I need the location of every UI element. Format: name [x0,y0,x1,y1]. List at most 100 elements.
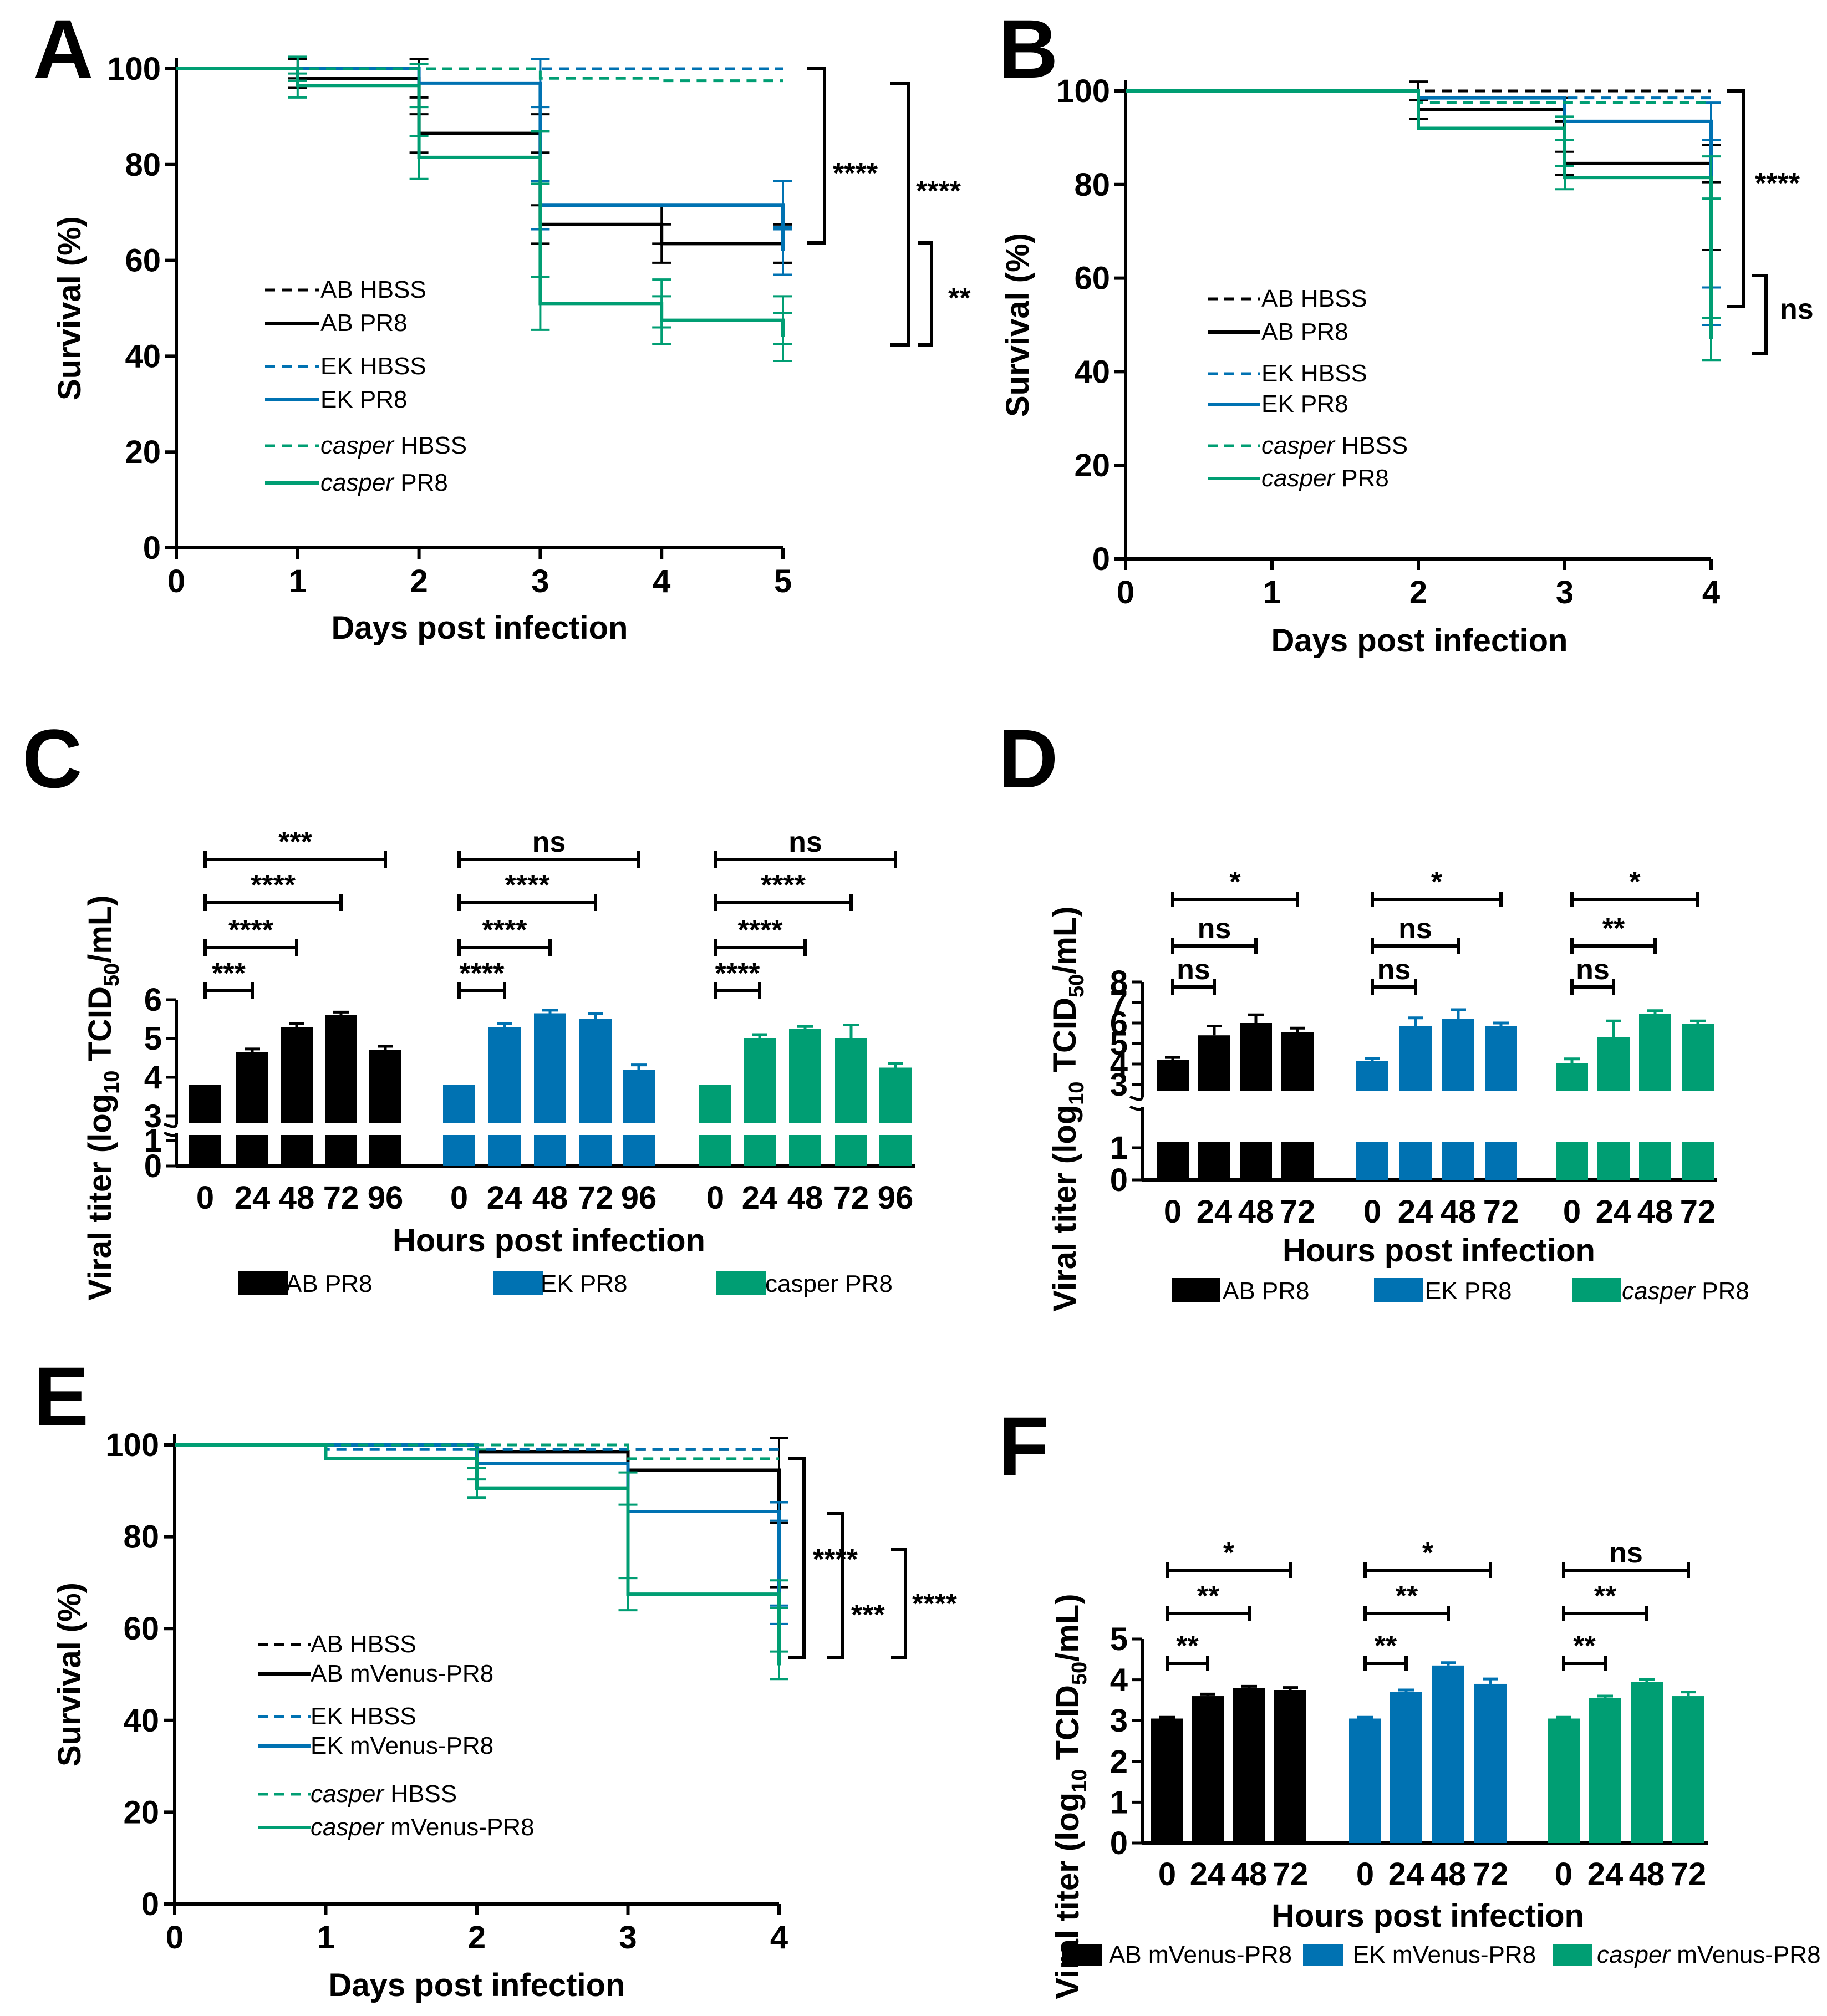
bar [488,1027,521,1123]
x-tick-label: 48 [1431,1856,1467,1892]
y-tick-label: 2 [1110,1744,1128,1780]
significance-label: * [1629,866,1641,898]
significance-bar [457,851,640,868]
significance-label: **** [482,914,528,946]
significance-bar [1562,1606,1648,1621]
bar [1442,1019,1474,1091]
significance-bar [1166,1562,1292,1578]
bar [1589,1698,1621,1843]
y-axis-title: Survival (%) [52,216,88,400]
bar-lower [789,1135,821,1166]
bar-lower [835,1135,867,1166]
legend-text: AB PR8 [286,1270,373,1297]
significance-label: ns [1198,913,1231,945]
bar-lower [369,1135,401,1166]
legend-text: AB HBSS [1261,285,1367,312]
y-tick-label: 6 [1110,1005,1128,1041]
legend-label: casper PR8 [1622,1277,1749,1305]
y-tick-label: 8 [1110,964,1128,1000]
bar [1192,1696,1224,1843]
legend-text: AB HBSS [311,1631,416,1658]
bar-lower [623,1135,655,1166]
x-tick-label: 24 [235,1180,271,1216]
significance-bar [457,982,506,999]
y-title-sub: 50 [1065,974,1088,997]
panel-label: F [998,1399,1049,1493]
significance-bar [1171,938,1258,954]
x-tick-label: 24 [1398,1194,1434,1230]
legend-text: AB HBSS [320,276,426,303]
y-axis-title: Viral titer (log10 TCID50/mL) [1050,1594,1091,1999]
x-axis-title: Hours post infection [1271,1898,1584,1934]
significance-bracket [891,1548,907,1659]
significance-bar [1363,1606,1450,1621]
legend-rest: HBSS [384,1780,457,1808]
legend-text: EK mVenus-PR8 [1353,1941,1536,1968]
legend-label: casper HBSS [1261,432,1408,459]
bar [1281,1032,1314,1091]
panel-label: A [33,2,93,95]
bar-lower [443,1135,475,1166]
significance-label: *** [212,958,246,990]
significance-label: **** [738,914,783,946]
x-tick-label: 72 [578,1180,614,1216]
significance-label: ** [1176,1630,1199,1662]
legend-text: AB PR8 [320,309,408,337]
bar [1639,1014,1671,1091]
legend-italic: casper [320,469,395,496]
significance-label: ** [1375,1630,1397,1662]
y-tick-label: 40 [123,1703,159,1739]
y-axis-title: Survival (%) [52,1582,88,1766]
y-tick-label: 100 [107,51,161,87]
y-tick-label: 100 [105,1427,159,1463]
significance-label: ns [1398,913,1432,945]
x-tick-label: 0 [1356,1856,1374,1892]
bar [1151,1718,1183,1843]
significance-bar [457,939,552,956]
bar [1682,1024,1714,1091]
significance-label: * [1223,1537,1235,1569]
significance-bar [1570,938,1657,954]
legend-swatch [493,1271,543,1295]
x-tick-label: 0 [450,1180,468,1216]
legend-label: EK PR8 [1425,1277,1512,1305]
bar [369,1050,401,1123]
x-tick-label: 2 [410,563,428,599]
y-tick-label: 20 [1074,447,1110,483]
bar [1349,1718,1381,1843]
significance-label: ns [532,826,566,858]
bar-lower [699,1135,731,1166]
bar-lower [1639,1142,1671,1180]
significance-label: ns [1177,954,1210,986]
legend-label: AB PR8 [1261,318,1348,345]
legend-label: AB PR8 [320,309,408,337]
significance-label: **** [916,175,961,207]
x-tick-label: 48 [532,1180,568,1216]
significance-bar [203,894,343,911]
bar-lower [1485,1142,1517,1180]
legend-label: EK mVenus-PR8 [1353,1941,1536,1968]
x-tick-label: 0 [1563,1194,1581,1230]
bar-lower [236,1135,268,1166]
bar [1198,1035,1230,1091]
significance-bracket [1727,89,1745,308]
x-tick-label: 24 [1190,1856,1226,1892]
x-tick-label: 0 [1117,574,1134,610]
legend-rest: mVenus-PR8 [384,1814,534,1841]
significance-bar [457,894,597,911]
legend-label: EK mVenus-PR8 [311,1732,493,1759]
y-tick-label: 60 [125,243,161,279]
y-tick-label: 80 [123,1519,159,1555]
survival-curve [176,67,783,83]
bar-lower [534,1135,566,1166]
legend-label: casper PR8 [1261,465,1389,492]
bar-lower [325,1135,357,1166]
legend-text: EK mVenus-PR8 [311,1732,493,1759]
y-tick-label: 5 [1110,1621,1128,1657]
bar [789,1029,821,1123]
significance-label: * [1431,866,1443,898]
significance-label: ns [788,826,822,858]
y-tick-label: 3 [1110,1703,1128,1739]
legend-label: casper PR8 [765,1270,893,1297]
bar [1597,1037,1630,1091]
